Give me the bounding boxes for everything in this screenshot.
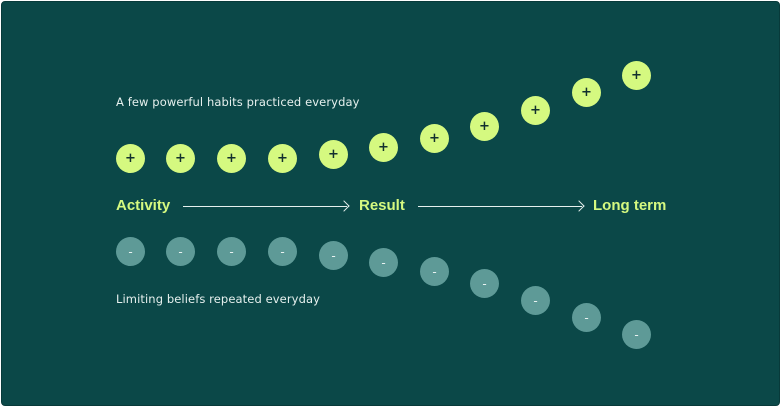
- stage-result-label: Result: [359, 197, 405, 214]
- habit-dot-8: +: [470, 112, 499, 141]
- habits-caption: A few powerful habits practiced everyday: [116, 95, 360, 109]
- habit-dot-9: +: [521, 96, 550, 125]
- habit-dot-10: +: [572, 78, 601, 107]
- belief-dot-6: -: [369, 248, 398, 277]
- belief-dot-1: -: [116, 237, 145, 266]
- belief-dot-4: -: [268, 237, 297, 266]
- belief-dot-3: -: [217, 237, 246, 266]
- habit-dot-11: +: [622, 61, 651, 90]
- habit-dot-2: +: [166, 144, 195, 173]
- beliefs-caption: Limiting beliefs repeated everyday: [116, 292, 321, 306]
- habit-dot-5: +: [319, 140, 348, 169]
- arrow-right-icon: [183, 206, 347, 207]
- belief-dot-7: -: [420, 257, 449, 286]
- belief-dot-10: -: [572, 303, 601, 332]
- belief-dot-8: -: [470, 269, 499, 298]
- belief-dot-2: -: [166, 237, 195, 266]
- habit-dot-4: +: [268, 144, 297, 173]
- habit-dot-7: +: [420, 124, 449, 153]
- habit-dot-3: +: [217, 144, 246, 173]
- stage-long-term-label: Long term: [593, 197, 667, 214]
- habit-dot-6: +: [369, 133, 398, 162]
- stage-activity-label: Activity: [116, 197, 171, 214]
- belief-dot-5: -: [319, 241, 348, 270]
- habit-dot-1: +: [116, 144, 145, 173]
- belief-dot-9: -: [521, 286, 550, 315]
- arrow-right-icon: [418, 206, 582, 207]
- belief-dot-11: -: [622, 320, 651, 349]
